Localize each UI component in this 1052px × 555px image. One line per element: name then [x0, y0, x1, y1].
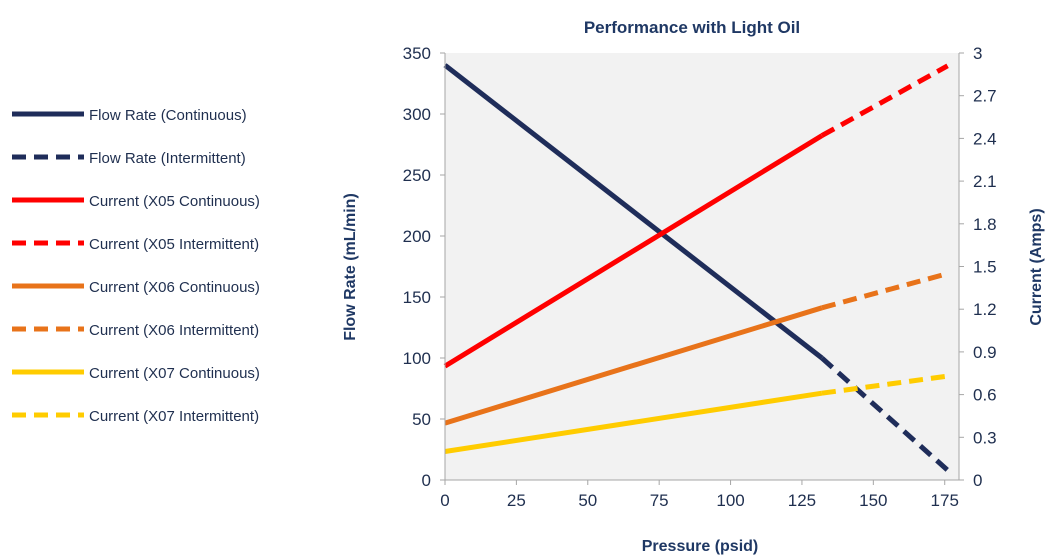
legend-label: Current (X07 Continuous) — [89, 365, 260, 382]
x-tick-label: 150 — [859, 491, 887, 510]
x-tick-label: 0 — [440, 491, 449, 510]
left-tick-label: 50 — [412, 410, 431, 429]
right-tick-label: 3 — [973, 44, 982, 63]
x-tick-label: 175 — [931, 491, 959, 510]
legend-label: Current (X05 Continuous) — [89, 193, 260, 210]
series-line-1 — [820, 356, 950, 473]
x-axis-title: Pressure (psid) — [642, 538, 758, 555]
right-axis-title: Current (Amps) — [1028, 208, 1045, 325]
x-tick-label: 100 — [716, 491, 744, 510]
legend-label: Current (X07 Intermittent) — [89, 408, 259, 425]
right-tick-label: 2.4 — [973, 129, 997, 148]
right-tick-label: 1.2 — [973, 300, 997, 319]
series-line-0 — [443, 63, 824, 360]
left-tick-label: 100 — [403, 349, 431, 368]
right-tick-label: 2.1 — [973, 172, 997, 191]
right-tick-label: 2.7 — [973, 87, 997, 106]
right-tick-label: 0 — [973, 471, 982, 490]
x-tick-label: 75 — [650, 491, 669, 510]
right-tick-label: 0.9 — [973, 343, 997, 362]
legend-label: Current (X05 Intermittent) — [89, 236, 259, 253]
left-axis-title: Flow Rate (mL/min) — [342, 193, 359, 341]
chart-title: Performance with Light Oil — [584, 18, 800, 37]
legend-label: Current (X06 Continuous) — [89, 279, 260, 296]
legend-label: Flow Rate (Continuous) — [89, 107, 247, 124]
left-tick-label: 150 — [403, 288, 431, 307]
left-tick-label: 0 — [422, 471, 431, 490]
series-line-4 — [444, 305, 823, 426]
series-line-3 — [820, 63, 949, 138]
right-tick-label: 1.5 — [973, 258, 997, 277]
left-tick-label: 250 — [403, 166, 431, 185]
right-axis-ticks: 0 0.3 0.6 0.9 1.2 1.5 1.8 2.1 2.4 2.7 3 — [958, 44, 997, 490]
left-tick-label: 200 — [403, 227, 431, 246]
left-tick-label: 300 — [403, 105, 431, 124]
legend: Flow Rate (Continuous) Flow Rate (Intermi… — [12, 107, 260, 425]
x-tick-label: 50 — [578, 491, 597, 510]
left-tick-label: 350 — [403, 44, 431, 63]
x-tick-label: 125 — [788, 491, 816, 510]
series-line-6 — [444, 390, 823, 454]
right-tick-label: 1.8 — [973, 215, 997, 234]
right-tick-label: 0.3 — [973, 428, 997, 447]
left-axis-ticks: 0 50 100 150 200 250 300 350 — [403, 44, 446, 490]
x-tick-label: 25 — [507, 491, 526, 510]
series-line-2 — [443, 133, 824, 369]
x-axis-ticks: 0 25 50 75 100 125 150 175 — [440, 479, 959, 510]
legend-label: Flow Rate (Intermittent) — [89, 150, 246, 167]
legend-label: Current (X06 Intermittent) — [89, 322, 259, 339]
right-tick-label: 0.6 — [973, 386, 997, 405]
series-layer — [443, 63, 950, 473]
